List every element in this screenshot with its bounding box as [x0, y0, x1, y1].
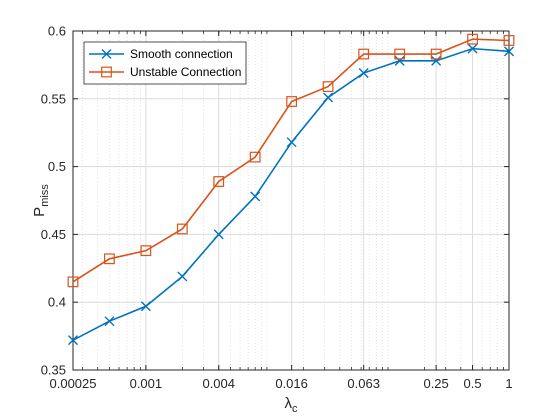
data-point: [358, 68, 369, 79]
series-1: [68, 43, 514, 346]
data-point: [101, 66, 112, 78]
data-point: [140, 301, 151, 312]
y-tick-label: 0.6: [48, 24, 66, 39]
x-tick-label: 0.016: [275, 376, 308, 391]
series: [67, 33, 515, 346]
y-axis-label: Pmiss: [31, 184, 51, 217]
legend-item: Smooth connection: [89, 47, 233, 61]
data-point: [467, 43, 478, 54]
axes-box: [72, 30, 510, 371]
data-point: [101, 49, 112, 59]
x-tick-label: 0.063: [347, 376, 380, 391]
data-point: [322, 81, 334, 92]
x-axis-label-sub: c: [292, 403, 298, 415]
ticks: 0.00025 0.001 0.004 0.016 0.063 0.25 0.5 1 0.35 0…: [41, 24, 513, 392]
data-point: [177, 271, 188, 282]
legend-label: Smooth connection: [130, 47, 233, 61]
x-tick-label: 1: [505, 376, 512, 391]
data-point: [140, 245, 152, 257]
y-tick-label: 0.4: [48, 295, 66, 310]
y-axis-label-sub: miss: [39, 184, 51, 207]
data-point: [430, 48, 442, 60]
data-point: [213, 229, 224, 240]
data-point: [504, 46, 514, 57]
data-point: [249, 151, 261, 163]
data-point: [176, 223, 188, 235]
data-point: [286, 96, 298, 107]
series-2: [67, 33, 515, 288]
data-point: [358, 48, 370, 60]
data-point: [68, 335, 78, 346]
data-point: [323, 92, 334, 103]
x-tick-label: 0.25: [423, 376, 448, 391]
legend-item: Unstable Connection: [89, 65, 241, 79]
y-tick-label: 0.5: [48, 159, 66, 174]
x-tick-label: 0.001: [130, 376, 163, 391]
data-point: [250, 191, 261, 202]
data-point: [503, 35, 515, 46]
y-tick-label: 0.45: [41, 227, 66, 242]
data-point: [67, 276, 79, 288]
x-tick-label: 0.5: [464, 376, 482, 391]
y-tick-label: 0.35: [41, 363, 66, 378]
data-point: [104, 316, 115, 327]
x-axis-label-main: λ: [285, 395, 293, 412]
x-tick-label: 0.004: [202, 376, 235, 391]
y-axis-label-main: P: [31, 207, 48, 217]
series-line: [72, 38, 510, 283]
data-point: [394, 55, 405, 66]
legend: Smooth connection Unstable Connection: [83, 41, 247, 85]
data-point: [467, 33, 478, 45]
data-point: [394, 48, 406, 60]
x-tick-label: 0.00025: [50, 376, 97, 391]
x-axis-label: λc: [285, 395, 299, 415]
data-point: [213, 176, 225, 187]
data-point: [104, 253, 115, 265]
y-tick-label: 0.55: [41, 91, 66, 106]
legend-label: Unstable Connection: [130, 65, 241, 79]
data-point: [431, 55, 442, 66]
data-point: [286, 137, 297, 148]
